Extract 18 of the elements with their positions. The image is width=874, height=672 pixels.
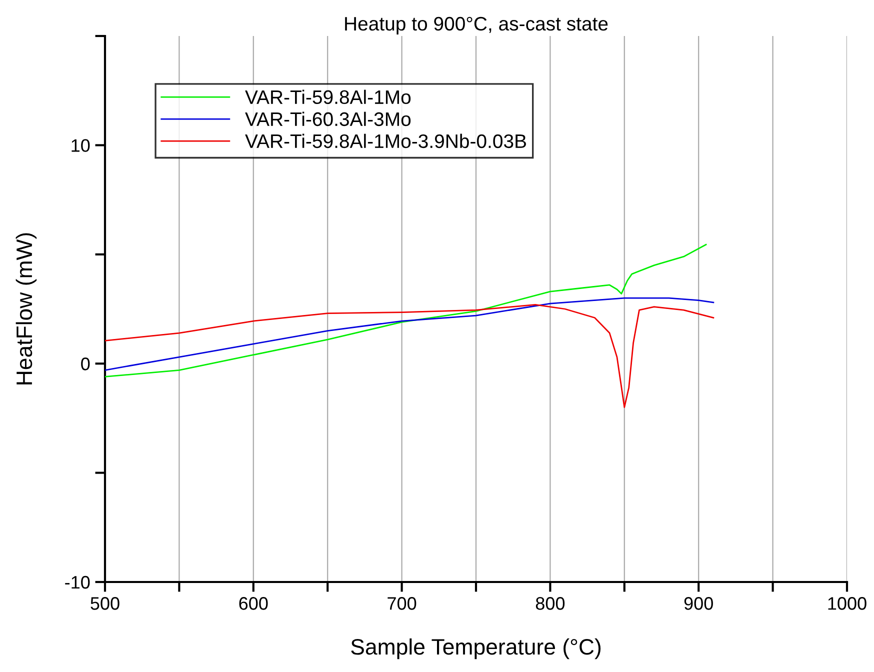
y-tick-label: 10 — [72, 139, 90, 152]
legend-label: VAR-Ti-60.3Al-3Mo — [245, 112, 411, 126]
x-axis-title: Sample Temperature (°C) — [351, 638, 601, 660]
x-tick-label: 900 — [684, 597, 713, 610]
line-series — [105, 244, 707, 378]
x-tick-label: 800 — [536, 597, 565, 610]
legend-label: VAR-Ti-59.8Al-1Mo-3.9Nb-0.03B — [245, 134, 526, 148]
y-axis-title: HeatFlow (mW) — [16, 233, 37, 384]
x-tick-label: 1000 — [828, 597, 866, 610]
chart-title: Heatup to 900°C, as-cast state — [345, 16, 608, 34]
line-series — [105, 304, 714, 408]
y-tick-label: -10 — [65, 576, 90, 589]
x-tick-label: 600 — [239, 597, 268, 610]
legend-label: VAR-Ti-59.8Al-1Mo — [245, 90, 411, 104]
x-tick-label: 700 — [388, 597, 416, 610]
line-series — [105, 297, 714, 371]
y-tick-label: 0 — [81, 358, 90, 370]
x-tick-label: 500 — [90, 597, 120, 610]
